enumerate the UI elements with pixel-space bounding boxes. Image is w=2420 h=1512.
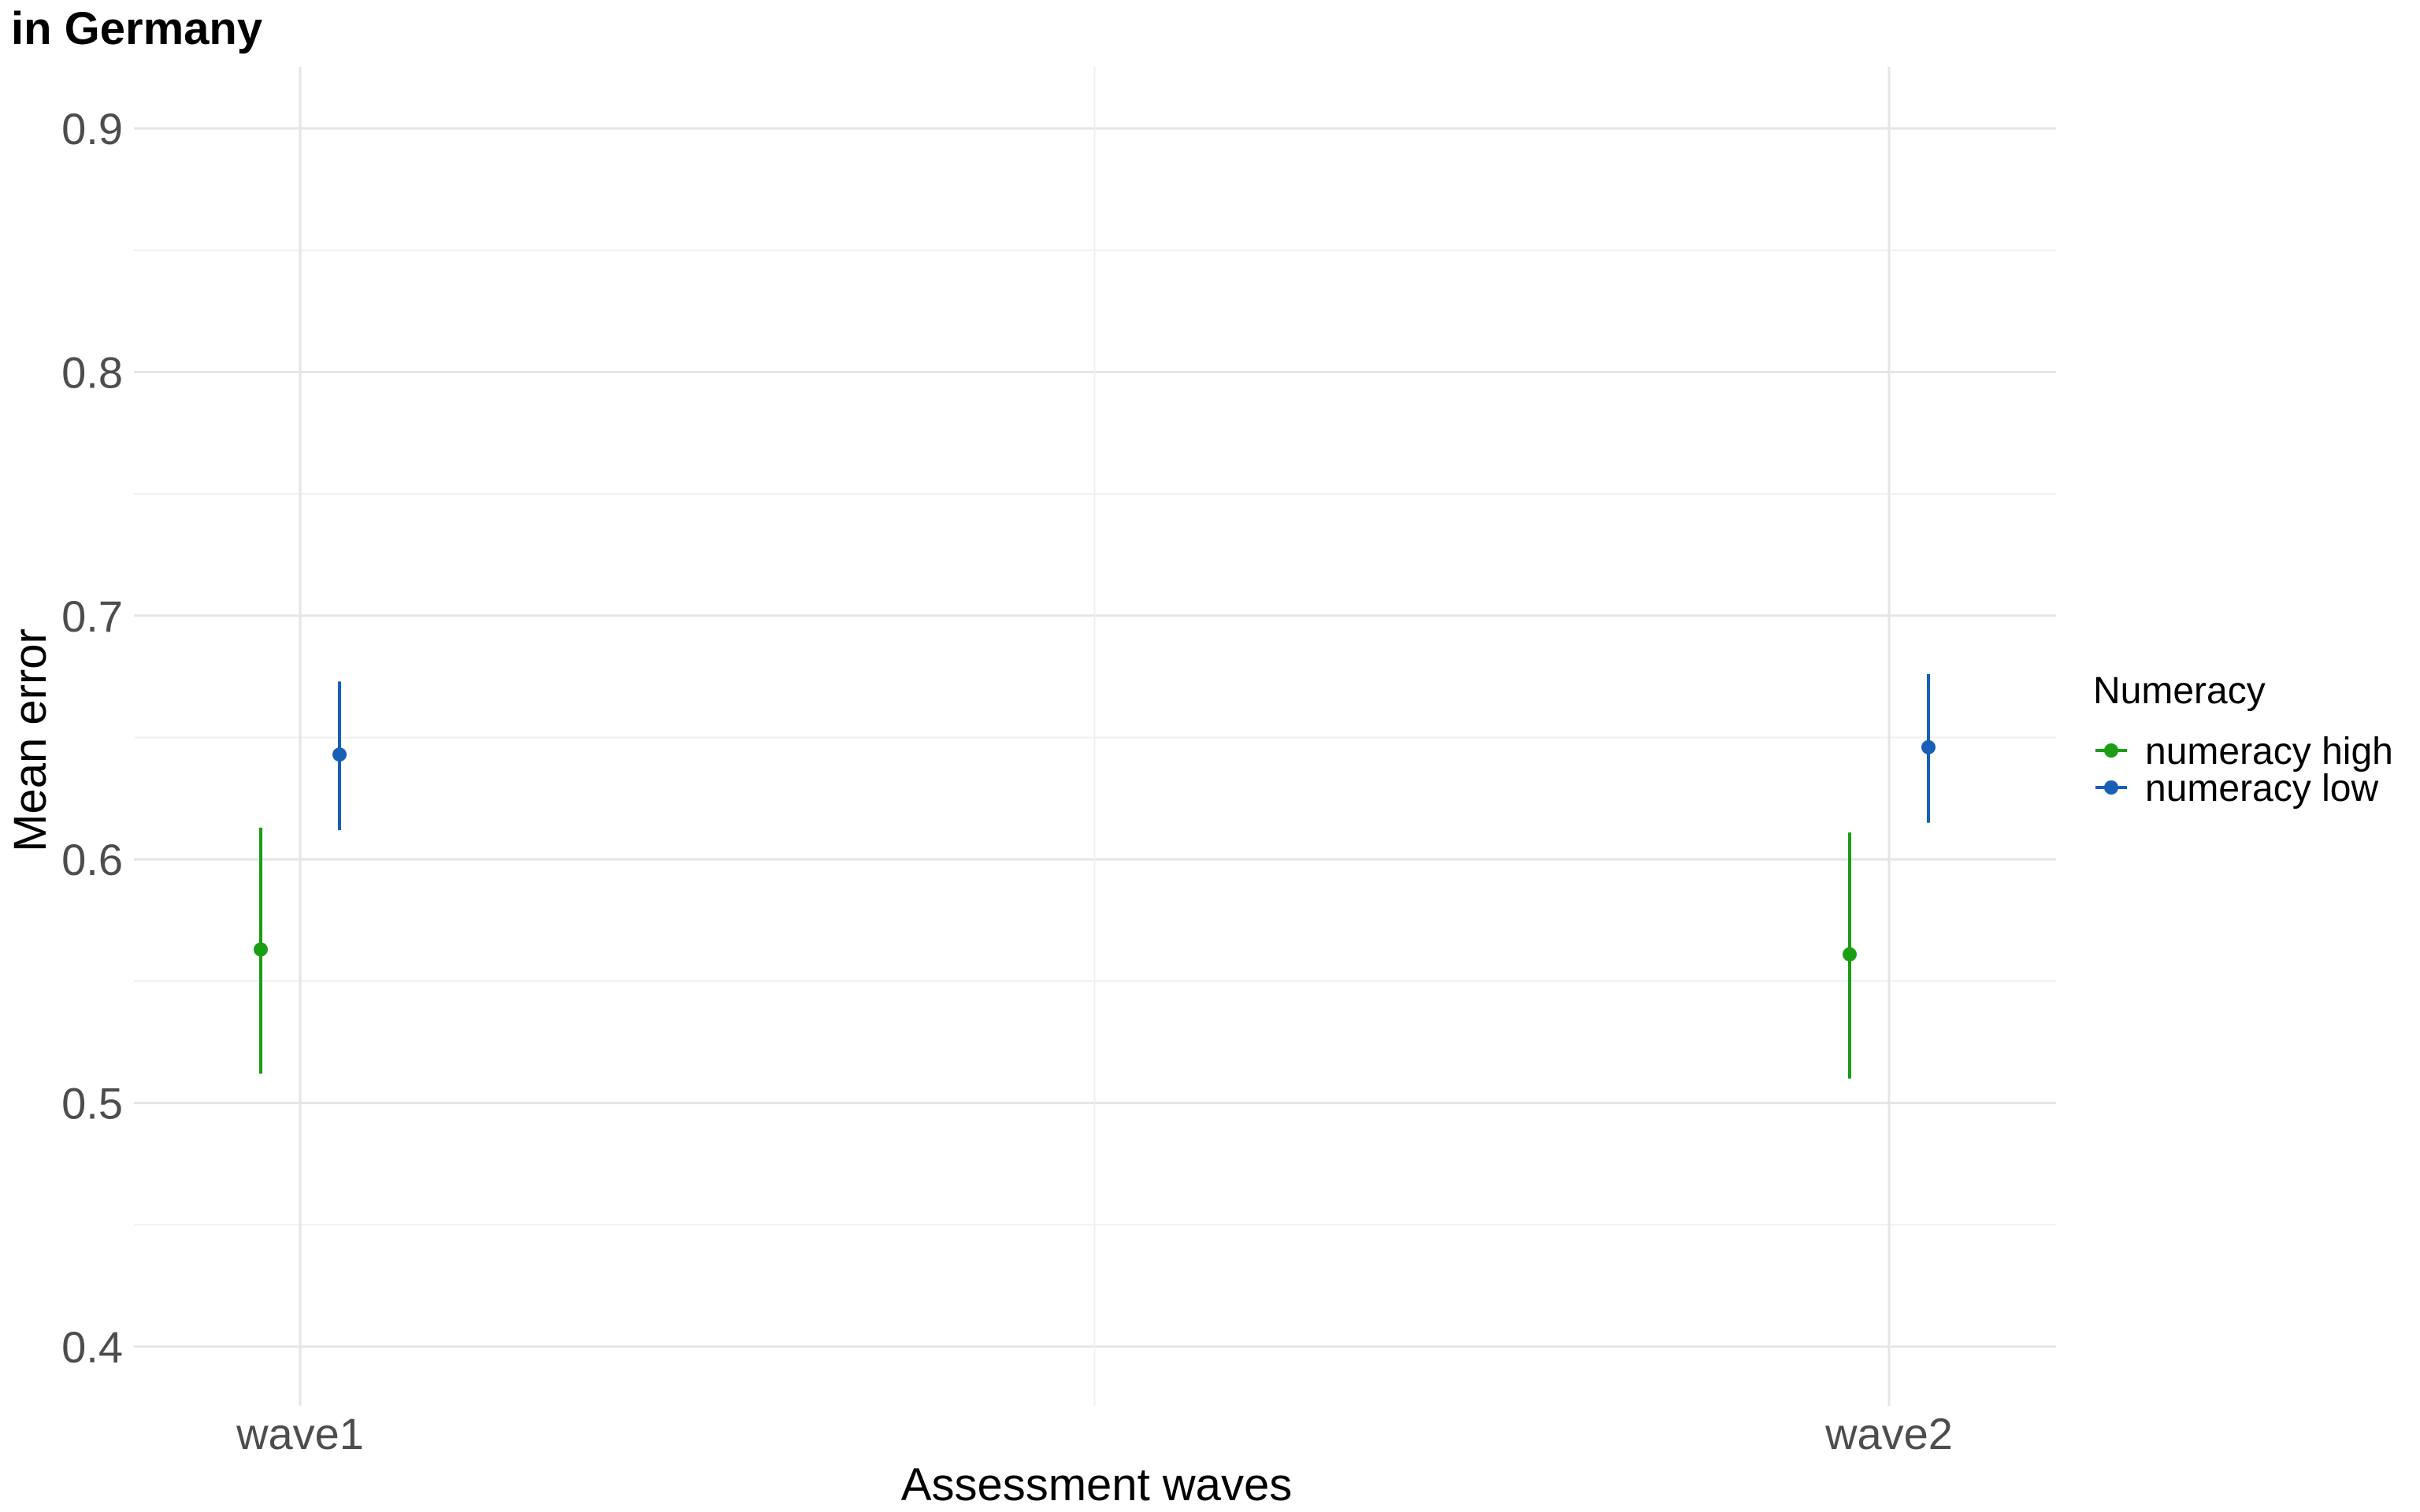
data-marks — [254, 674, 1936, 1079]
y-tick-label: 0.5 — [61, 1079, 123, 1128]
x-axis-title: Assessment waves — [901, 1459, 1292, 1510]
x-axis-ticks: wave1 wave2 — [236, 1409, 1953, 1458]
legend-key-point-low — [2104, 780, 2118, 795]
legend: Numeracy numeracy high numeracy low — [2093, 670, 2393, 810]
point-1-1 — [1921, 739, 1936, 754]
x-tick-label: wave2 — [1824, 1409, 1953, 1458]
point-0-1 — [1843, 947, 1857, 962]
grid — [134, 67, 2056, 1406]
chart-title: in Germany — [11, 3, 262, 54]
point-0-0 — [254, 942, 268, 957]
y-tick-label: 0.9 — [61, 104, 123, 154]
legend-title: Numeracy — [2093, 670, 2266, 712]
y-tick-label: 0.8 — [61, 347, 123, 397]
y-axis-ticks: 0.4 0.5 0.6 0.7 0.8 0.9 — [61, 104, 123, 1372]
y-tick-label: 0.7 — [61, 591, 123, 641]
legend-key-point-high — [2104, 743, 2118, 758]
point-1-0 — [332, 747, 347, 762]
x-tick-label: wave1 — [236, 1409, 364, 1458]
legend-label-high: numeracy high — [2145, 731, 2393, 773]
y-tick-label: 0.4 — [61, 1322, 123, 1372]
legend-label-low: numeracy low — [2145, 768, 2378, 810]
y-tick-label: 0.6 — [61, 835, 123, 884]
y-axis-title: Mean error — [5, 628, 56, 852]
